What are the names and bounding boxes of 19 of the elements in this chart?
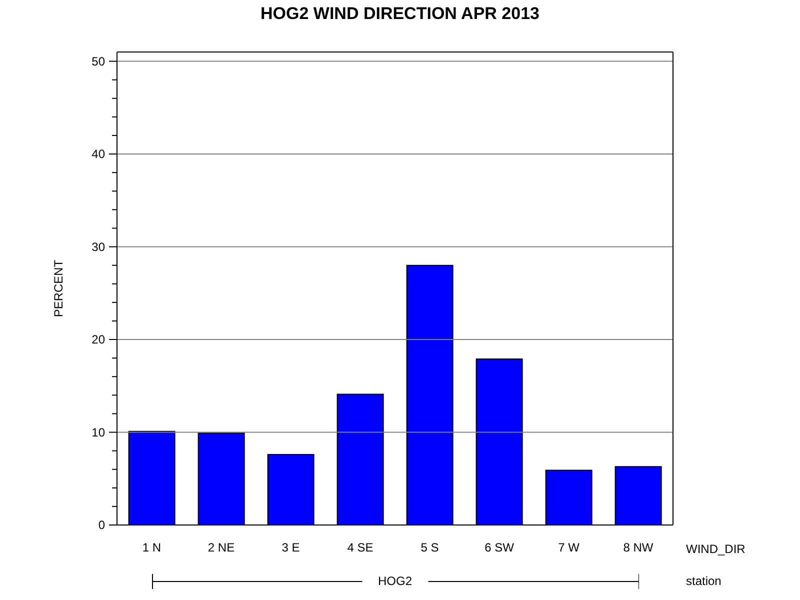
text: HOG2 xyxy=(376,574,413,588)
y-tick-label: 50 xyxy=(92,54,106,68)
x-tick-label: 3 E xyxy=(282,540,300,555)
x-tick-label: 4 SE xyxy=(347,540,374,555)
y-tick-label: 20 xyxy=(92,332,106,347)
x-tick-label: 8 NW xyxy=(623,540,654,555)
y-tick-label: 40 xyxy=(92,147,106,162)
x-axis-title: WIND_DIR xyxy=(686,542,746,556)
x-tick-label: 7 W xyxy=(558,540,580,555)
x-tick-label: 1 N xyxy=(142,540,162,555)
x-tick-label: 2 NE xyxy=(208,540,235,555)
y-tick-label: 0 xyxy=(98,518,106,532)
x-tick-label: 5 S xyxy=(420,540,439,555)
x-tick-label: 6 SW xyxy=(484,540,515,555)
y-tick-label: 10 xyxy=(92,425,106,440)
y-axis-title: PERCENT xyxy=(51,259,66,318)
chart-title: HOG2 WIND DIRECTION APR 2013 xyxy=(260,4,540,24)
y-tick-label: 30 xyxy=(92,240,106,254)
text: station xyxy=(686,574,722,588)
